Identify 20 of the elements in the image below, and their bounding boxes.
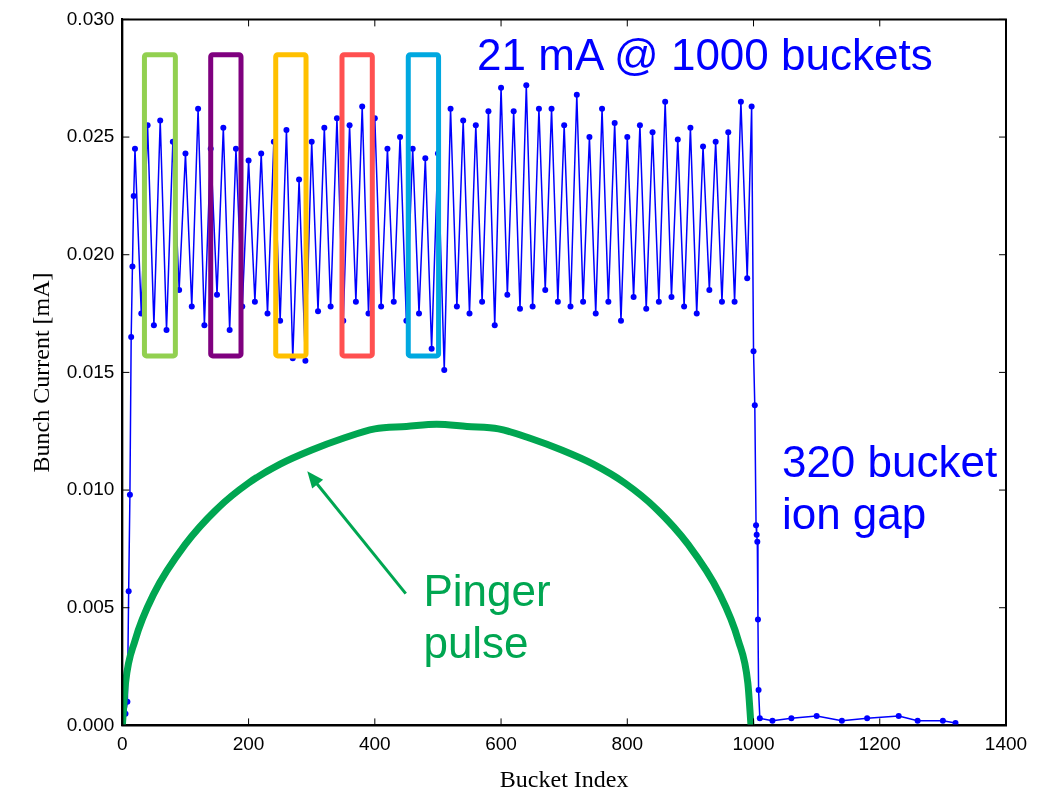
x-tick-label: 1200	[858, 733, 901, 755]
x-tick-label: 0	[117, 733, 128, 755]
x-tick-label: 1400	[984, 733, 1028, 755]
x-tick-label: 600	[485, 733, 517, 755]
x-tick-label: 200	[232, 733, 265, 755]
y-tick-label: 0.010	[66, 478, 115, 500]
y-tick-label: 0.000	[66, 713, 115, 735]
y-tick-label: 0.030	[66, 7, 115, 29]
annotation: 320 bucket ion gap	[781, 435, 998, 540]
y-axis-title: Bunch Current [mA]	[27, 272, 54, 473]
annotation: Pinger pulse	[423, 565, 551, 670]
x-tick-label: 1000	[732, 733, 775, 755]
y-tick-label: 0.020	[66, 242, 115, 264]
y-tick-label: 0.025	[66, 125, 115, 147]
x-axis-title: Bucket Index	[499, 765, 629, 792]
y-tick-label: 0.015	[66, 360, 115, 382]
x-tick-label: 800	[611, 733, 644, 755]
annotation: 21 mA @ 1000 buckets	[477, 28, 933, 81]
y-tick-label: 0.005	[66, 595, 115, 617]
x-tick-label: 400	[358, 733, 391, 755]
